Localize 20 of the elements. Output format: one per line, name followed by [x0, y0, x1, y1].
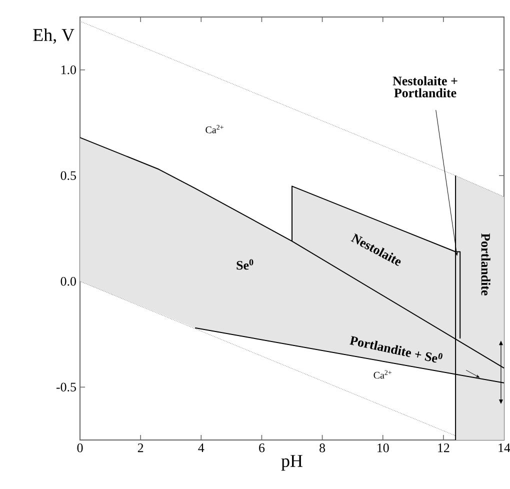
annotation: Ca$^{2+}$	[206, 124, 224, 134]
x-tick-label: 12	[438, 444, 450, 452]
y-tick-label: 0.5	[60, 171, 76, 180]
annotation: Portlandite	[481, 233, 490, 296]
y-axis-title: Eh, V	[33, 28, 74, 44]
x-tick-label: 10	[378, 444, 389, 452]
x-tick-label: 8	[320, 444, 326, 452]
y-tick-label: 0.0	[60, 276, 76, 286]
annotation: Portlandite + Se$^{0}$	[350, 336, 442, 363]
annotation: Nestolaite + Portlandite	[392, 76, 458, 98]
x-tick-label: 0	[77, 444, 83, 452]
x-axis-title: pH	[281, 455, 302, 471]
x-tick-label: 14	[498, 444, 510, 452]
x-tick-label: 6	[259, 444, 265, 452]
x-tick-label: 2	[138, 444, 144, 452]
y-tick-label: 1.0	[61, 65, 76, 74]
annotation: Ca$^{2+}$	[374, 370, 392, 379]
x-tick-label: 4	[198, 444, 204, 452]
y-tick-label: -0.5	[56, 382, 76, 392]
annotation: Se$^{0}$	[236, 259, 254, 270]
